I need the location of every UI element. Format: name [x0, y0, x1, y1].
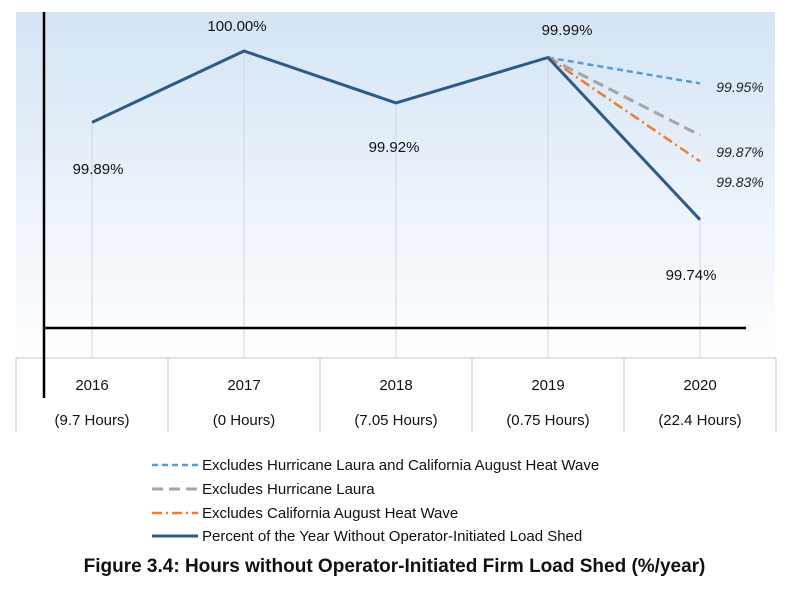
x-tick-label: 2019: [531, 377, 564, 394]
x-tick-sublabel: (0.75 Hours): [506, 412, 589, 429]
x-tick-label: 2020: [683, 377, 716, 394]
x-tick-sublabel: (9.7 Hours): [54, 412, 129, 429]
gridlines: [91, 50, 701, 358]
series-line-1: [547, 56, 701, 85]
data-label: 99.95%: [716, 79, 763, 95]
x-tick-sublabel: (7.05 Hours): [354, 412, 437, 429]
data-label: 99.74%: [666, 267, 717, 284]
data-label: 99.83%: [716, 174, 763, 190]
axes: [42, 12, 746, 398]
x-tick-sublabel: (22.4 Hours): [658, 412, 741, 429]
data-labels: 99.89% 100.00% 99.92% 99.99% 99.74% 99.95% 99.…: [73, 18, 764, 284]
x-tick-label: 2018: [379, 377, 412, 394]
data-label: 99.99%: [542, 22, 593, 39]
data-label: 99.92%: [369, 139, 420, 156]
x-tick-sublabel: (0 Hours): [213, 412, 276, 429]
series-line-2: [547, 56, 701, 137]
series-lines: [91, 49, 702, 221]
x-tick-label: 2016: [75, 377, 108, 394]
legend-label: Excludes Hurricane Laura: [202, 481, 375, 498]
legend-label: Percent of the Year Without Operator-Ini…: [202, 528, 582, 545]
legend: Excludes Hurricane Laura and California …: [152, 457, 599, 545]
data-label: 100.00%: [207, 18, 266, 35]
data-label: 99.89%: [73, 161, 124, 178]
x-tick-label: 2017: [227, 377, 260, 394]
category-table: 2016 (9.7 Hours) 2017 (0 Hours) 2018 (7.05 Ho…: [15, 357, 777, 432]
data-label: 99.87%: [716, 144, 763, 160]
legend-label: Excludes California August Heat Wave: [202, 505, 458, 522]
series-line-4: [91, 49, 702, 221]
figure-caption: Figure 3.4: Hours without Operator-Initi…: [83, 556, 706, 577]
legend-label: Excludes Hurricane Laura and California …: [202, 457, 599, 474]
